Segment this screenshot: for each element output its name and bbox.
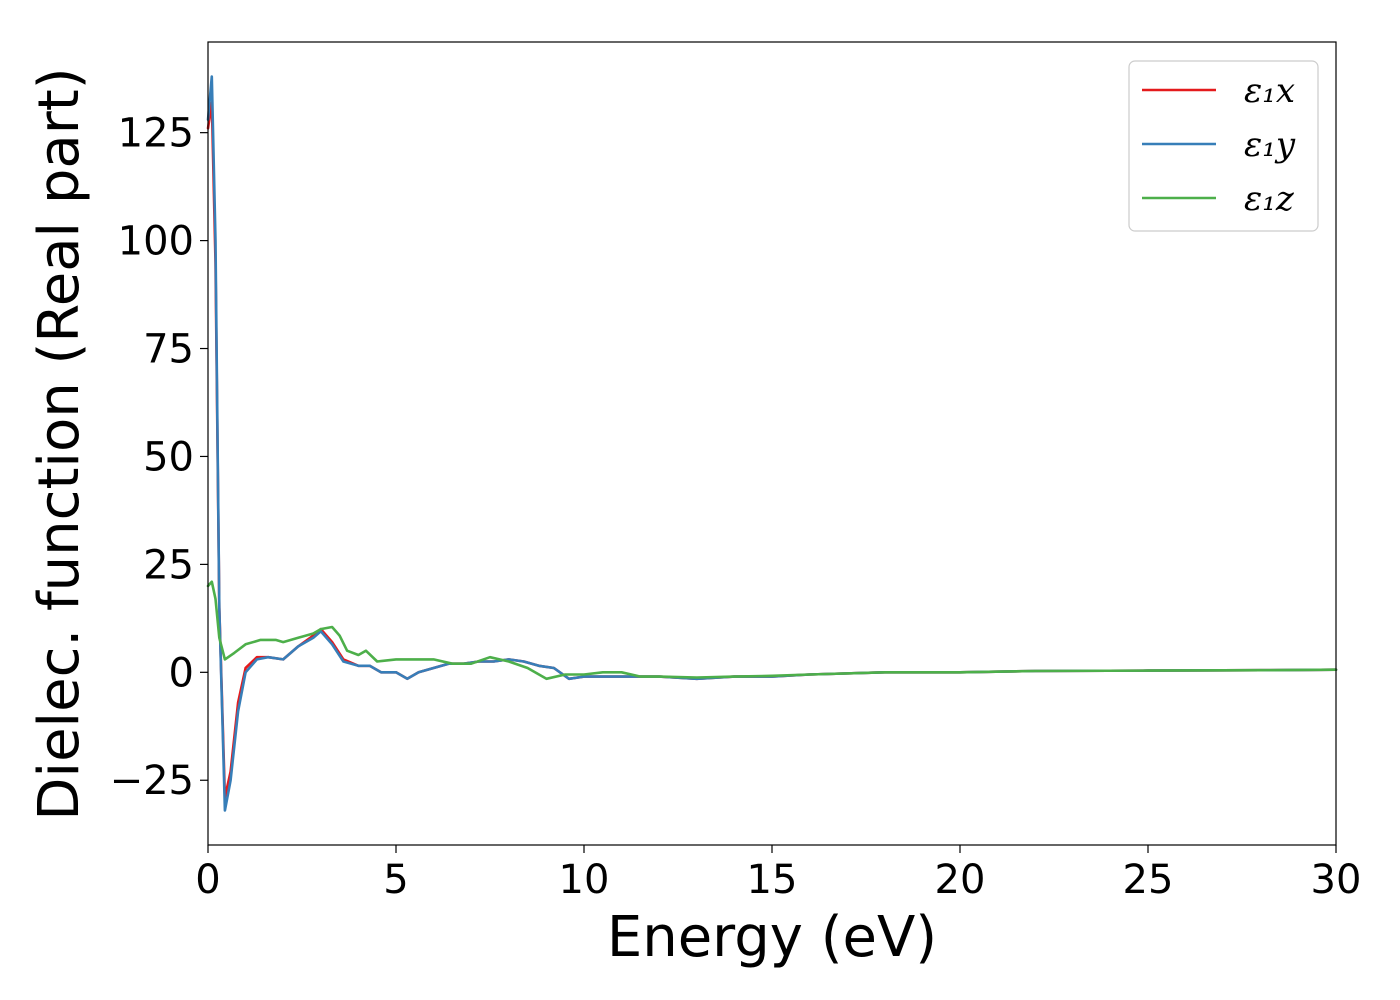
y-tick-label: 75 — [143, 327, 194, 373]
y-axis-ticks: −25 0 25 50 75 100 125 — [110, 111, 208, 804]
x-tick-label: 5 — [383, 857, 408, 903]
y-tick-label: 100 — [118, 219, 194, 265]
y-axis-title: Dielec. function (Real part) — [27, 67, 92, 820]
legend-label-3: ε₁z — [1244, 179, 1295, 219]
x-tick-label: 25 — [1123, 857, 1174, 903]
legend-label-2: ε₁y — [1244, 125, 1296, 165]
x-tick-label: 30 — [1311, 857, 1362, 903]
x-axis-ticks: 0 5 10 15 20 25 30 — [195, 845, 1361, 903]
y-tick-label: 0 — [169, 650, 194, 696]
x-tick-label: 10 — [559, 857, 610, 903]
legend-label-1: ε₁x — [1244, 71, 1295, 111]
series-line-3 — [206, 580, 1338, 681]
y-tick-label: −25 — [110, 758, 194, 804]
x-axis-title: Energy (eV) — [607, 905, 937, 970]
y-tick-label: 50 — [143, 434, 194, 480]
y-tick-label: 125 — [118, 111, 194, 157]
y-tick-label: 25 — [143, 542, 194, 588]
x-tick-label: 0 — [195, 857, 220, 903]
x-tick-label: 15 — [747, 857, 798, 903]
legend-box — [1128, 60, 1319, 232]
x-tick-label: 20 — [935, 857, 986, 903]
legend: ε₁x ε₁y ε₁z — [1128, 60, 1319, 232]
series-layer — [206, 75, 1338, 812]
legend-items: ε₁x ε₁y ε₁z — [1142, 71, 1296, 219]
